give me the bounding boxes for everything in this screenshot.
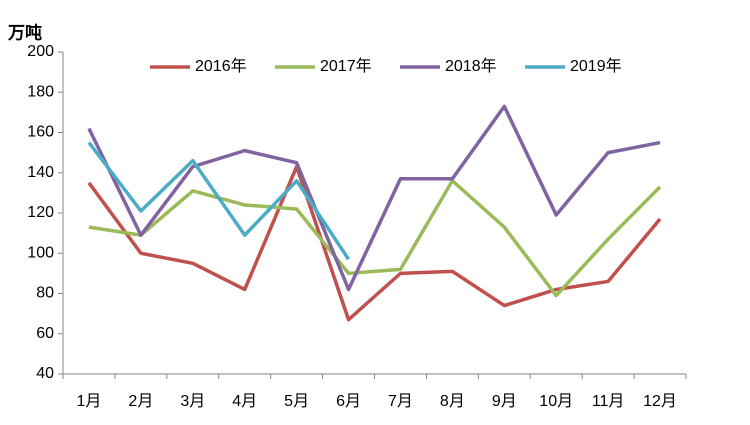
legend-label: 2018年 <box>445 57 497 75</box>
x-tick-label: 1月 <box>77 393 102 410</box>
x-tick-label: 11月 <box>592 393 625 410</box>
x-tick-label: 10月 <box>539 393 573 410</box>
y-tick-label: 60 <box>36 325 54 342</box>
series-line <box>88 179 662 298</box>
x-tick-label: 6月 <box>336 393 361 410</box>
x-tick-label: 2月 <box>128 393 153 410</box>
series-line <box>87 104 661 292</box>
x-tick-label: 3月 <box>180 393 205 410</box>
y-tick-label: 80 <box>36 285 54 302</box>
y-tick-label: 120 <box>27 204 54 221</box>
x-tick-label: 4月 <box>232 393 257 410</box>
y-tick-label: 100 <box>27 244 54 261</box>
x-tick-label: 8月 <box>440 393 465 410</box>
x-tick-label: 12月 <box>643 393 677 410</box>
y-tick-label: 140 <box>27 164 54 181</box>
legend-label: 2017年 <box>320 57 372 75</box>
x-tick-label: 9月 <box>492 393 517 410</box>
y-tick-label: 40 <box>36 365 54 382</box>
y-tick-label: 200 <box>27 43 54 60</box>
x-tick-label: 7月 <box>388 393 413 410</box>
y-tick-label: 160 <box>27 124 54 141</box>
x-tick-label: 5月 <box>284 393 309 410</box>
legend-label: 2019年 <box>570 57 622 75</box>
legend-label: 2016年 <box>195 57 247 75</box>
y-axis-label: 万吨 <box>7 22 42 42</box>
series-line <box>87 141 351 261</box>
y-tick-label: 180 <box>27 83 54 100</box>
